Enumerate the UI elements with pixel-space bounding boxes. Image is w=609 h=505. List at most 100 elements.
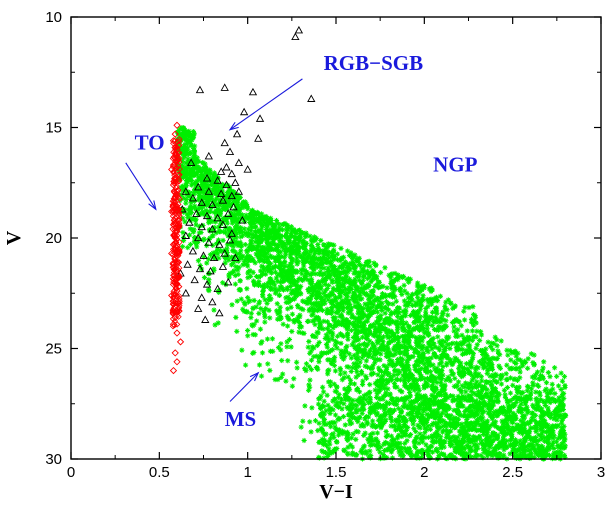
ms-point xyxy=(552,390,558,397)
ms-point xyxy=(461,350,467,357)
ms-point xyxy=(357,407,363,413)
ms-point xyxy=(325,307,331,314)
ms-point xyxy=(482,443,488,449)
ms-point xyxy=(377,324,384,330)
ms-point xyxy=(459,441,465,447)
ms-point xyxy=(342,353,348,360)
ms-point xyxy=(309,344,315,350)
ms-point xyxy=(443,318,449,324)
ms-point xyxy=(319,261,325,267)
ms-point xyxy=(244,232,250,238)
ms-point xyxy=(393,361,400,367)
ms-point xyxy=(318,298,325,305)
ms-point xyxy=(234,328,240,334)
ms-point xyxy=(362,363,368,369)
ms-point xyxy=(388,275,394,281)
ms-point xyxy=(338,348,344,354)
ms-point xyxy=(406,324,413,330)
ms-point xyxy=(402,343,408,349)
ms-point xyxy=(362,414,369,421)
ms-point xyxy=(307,419,313,425)
ms-point xyxy=(516,384,522,390)
ms-point xyxy=(490,430,496,436)
ms-point xyxy=(517,375,523,381)
ms-point xyxy=(308,248,315,254)
ms-point xyxy=(393,347,399,353)
ms-point xyxy=(181,144,188,150)
ms-point xyxy=(413,381,419,387)
ms-point xyxy=(233,314,239,321)
ms-point xyxy=(376,302,382,308)
ms-point xyxy=(493,356,499,362)
ms-point xyxy=(360,327,366,333)
ms-point xyxy=(254,318,260,324)
ms-point xyxy=(296,249,302,255)
ms-point xyxy=(190,128,196,135)
ms-point xyxy=(307,272,313,278)
ms-point xyxy=(525,365,531,371)
ms-point xyxy=(316,455,322,461)
ms-point xyxy=(347,421,353,427)
ms-point xyxy=(360,311,367,317)
ms-point xyxy=(257,218,263,224)
ms-point xyxy=(238,248,244,254)
ms-point xyxy=(250,305,256,311)
ms-point xyxy=(368,372,374,378)
ms-point xyxy=(412,452,418,459)
ms-point xyxy=(512,437,519,443)
ms-point xyxy=(387,444,393,450)
ms-point xyxy=(316,339,322,346)
ms-point xyxy=(187,226,193,232)
ms-point xyxy=(306,364,312,370)
ms-point xyxy=(483,421,490,427)
ms-point xyxy=(249,218,255,224)
ms-point xyxy=(355,355,361,361)
ms-point xyxy=(454,346,461,352)
ms-point xyxy=(360,378,366,384)
ms-point xyxy=(372,360,378,366)
ms-point xyxy=(250,258,256,264)
ms-point xyxy=(513,366,519,372)
ms-point xyxy=(377,449,383,455)
ms-point xyxy=(548,431,554,437)
ms-point xyxy=(304,255,310,261)
ms-point xyxy=(263,271,269,277)
ms-point xyxy=(369,269,376,275)
ms-point xyxy=(517,395,523,401)
ms-point xyxy=(453,316,459,323)
ms-point xyxy=(540,365,546,371)
ms-point xyxy=(197,175,204,181)
ms-point xyxy=(378,368,385,374)
ms-point xyxy=(281,221,287,227)
ms-point xyxy=(299,271,305,277)
ms-point xyxy=(262,314,268,320)
ms-point xyxy=(496,363,502,369)
ms-point xyxy=(330,285,336,291)
ms-point xyxy=(376,284,382,290)
ms-point xyxy=(192,165,198,171)
ms-point xyxy=(405,303,411,309)
ms-point xyxy=(381,385,388,392)
ms-point xyxy=(438,392,445,398)
ms-point xyxy=(335,333,341,339)
ms-point xyxy=(400,428,406,435)
ms-point xyxy=(287,261,293,267)
ms-point xyxy=(562,382,568,389)
ms-point xyxy=(335,404,342,410)
ms-point xyxy=(255,282,262,289)
ms-point xyxy=(423,312,429,318)
ms-point xyxy=(490,347,496,353)
ms-point xyxy=(318,405,324,411)
ms-point xyxy=(406,279,412,285)
ms-point xyxy=(447,345,453,352)
ms-point xyxy=(489,383,495,389)
ms-point xyxy=(453,383,459,390)
ms-point xyxy=(531,438,538,444)
ms-point xyxy=(308,348,314,354)
ms-point xyxy=(264,336,271,342)
ms-point xyxy=(388,433,395,439)
ms-point xyxy=(410,377,416,383)
ms-point xyxy=(378,425,384,431)
ms-point xyxy=(262,297,268,303)
ms-point xyxy=(426,455,433,461)
